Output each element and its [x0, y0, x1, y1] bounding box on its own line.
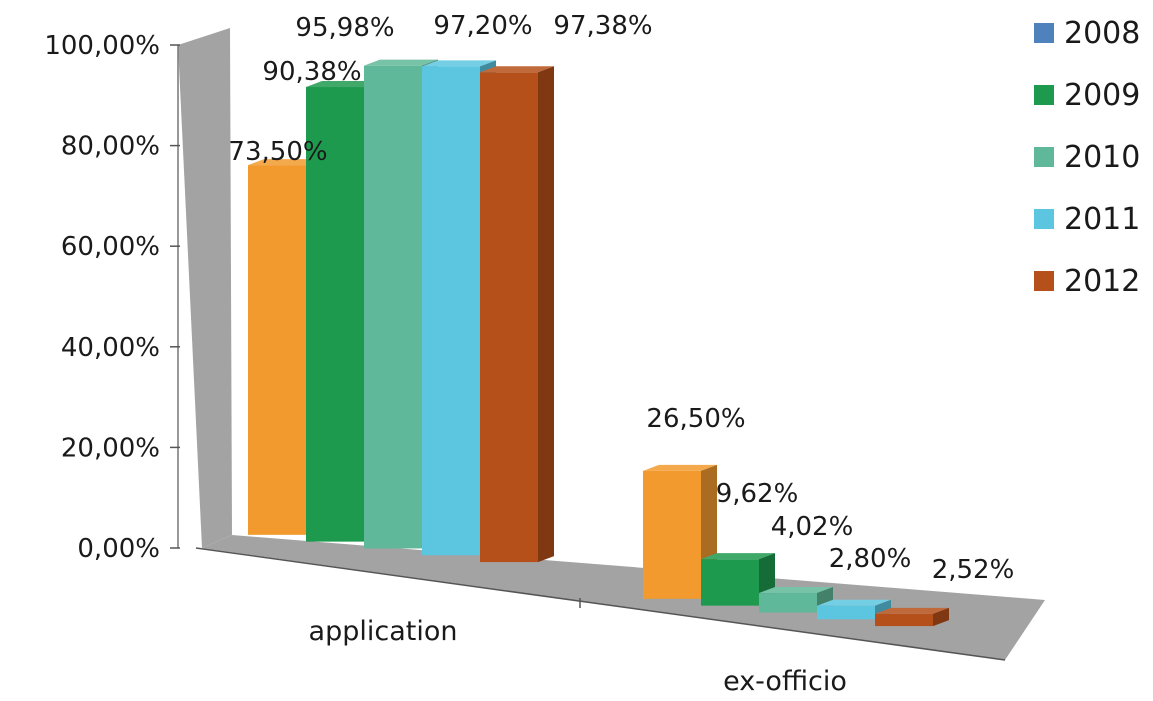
data-label: 2,52%: [932, 555, 1015, 585]
data-label: 4,02%: [771, 512, 854, 542]
bar-top: [875, 607, 949, 614]
legend-entry: 2012: [1064, 264, 1140, 299]
y-tick-label: 80,00%: [61, 132, 160, 162]
y-tick-label: 0,00%: [77, 534, 160, 564]
bar-side: [538, 66, 554, 563]
y-tick-label: 60,00%: [61, 232, 160, 262]
data-label: 97,20%: [433, 11, 532, 41]
bar-top: [759, 587, 833, 594]
bar-top: [422, 60, 496, 67]
bar-front: [701, 559, 759, 606]
bar-top: [701, 553, 775, 560]
chart-walls: [177, 28, 1045, 661]
legend-entry: 2010: [1064, 140, 1140, 175]
bar-top: [248, 159, 322, 166]
floor-edge: [195, 547, 1006, 661]
legend-entry: 2008: [1064, 16, 1140, 51]
bar-front: [480, 72, 538, 563]
data-label: 90,38%: [262, 57, 361, 87]
bar-front: [364, 65, 422, 549]
legend: 2008 2009 2010 2011 2012: [1034, 16, 1140, 299]
bar-side: [933, 607, 949, 627]
bar-front: [306, 87, 364, 542]
legend-swatch: [1034, 23, 1054, 43]
y-tick-label: 100,00%: [44, 31, 160, 61]
data-label: 26,50%: [646, 404, 745, 434]
bar-ex-officio-2008: [643, 464, 717, 599]
bar-front: [817, 605, 875, 620]
y-axis: 0,00% 20,00% 40,00% 60,00% 80,00% 100,00%: [44, 31, 180, 564]
data-label: 2,80%: [829, 544, 912, 574]
data-label: 73,50%: [228, 137, 327, 167]
data-label: 9,62%: [716, 479, 799, 509]
legend-entry: 2009: [1064, 78, 1140, 113]
legend-swatch: [1034, 209, 1054, 229]
bar-top: [643, 464, 717, 471]
category-labels: application ex-officio: [309, 616, 847, 697]
data-labels: 73,50% 90,38% 95,98% 97,20% 97,38% 26,50% 9,62…: [228, 11, 1014, 585]
legend-entry: 2011: [1064, 202, 1140, 237]
bar-top: [817, 599, 891, 606]
bar-application-2012: [480, 66, 554, 563]
bar-front: [643, 470, 701, 599]
legend-swatch: [1034, 271, 1054, 291]
bar-top: [306, 81, 380, 88]
y-tick-label: 40,00%: [61, 333, 160, 363]
side-wall: [178, 28, 232, 548]
bar-front: [759, 593, 817, 613]
category-label: ex-officio: [723, 666, 847, 697]
legend-swatch: [1034, 85, 1054, 105]
data-label: 97,38%: [553, 11, 652, 41]
bar-top: [364, 59, 438, 66]
bars: [248, 59, 949, 627]
floor: [202, 535, 1045, 660]
bar-top: [480, 66, 554, 73]
bar-ex-officio-2012: [875, 607, 949, 627]
bar-front: [875, 613, 933, 627]
category-label: application: [309, 616, 458, 647]
legend-swatch: [1034, 147, 1054, 167]
data-label: 95,98%: [295, 13, 394, 43]
bar-front: [422, 66, 480, 556]
y-tick-label: 20,00%: [61, 433, 160, 463]
bar-front: [248, 165, 306, 535]
